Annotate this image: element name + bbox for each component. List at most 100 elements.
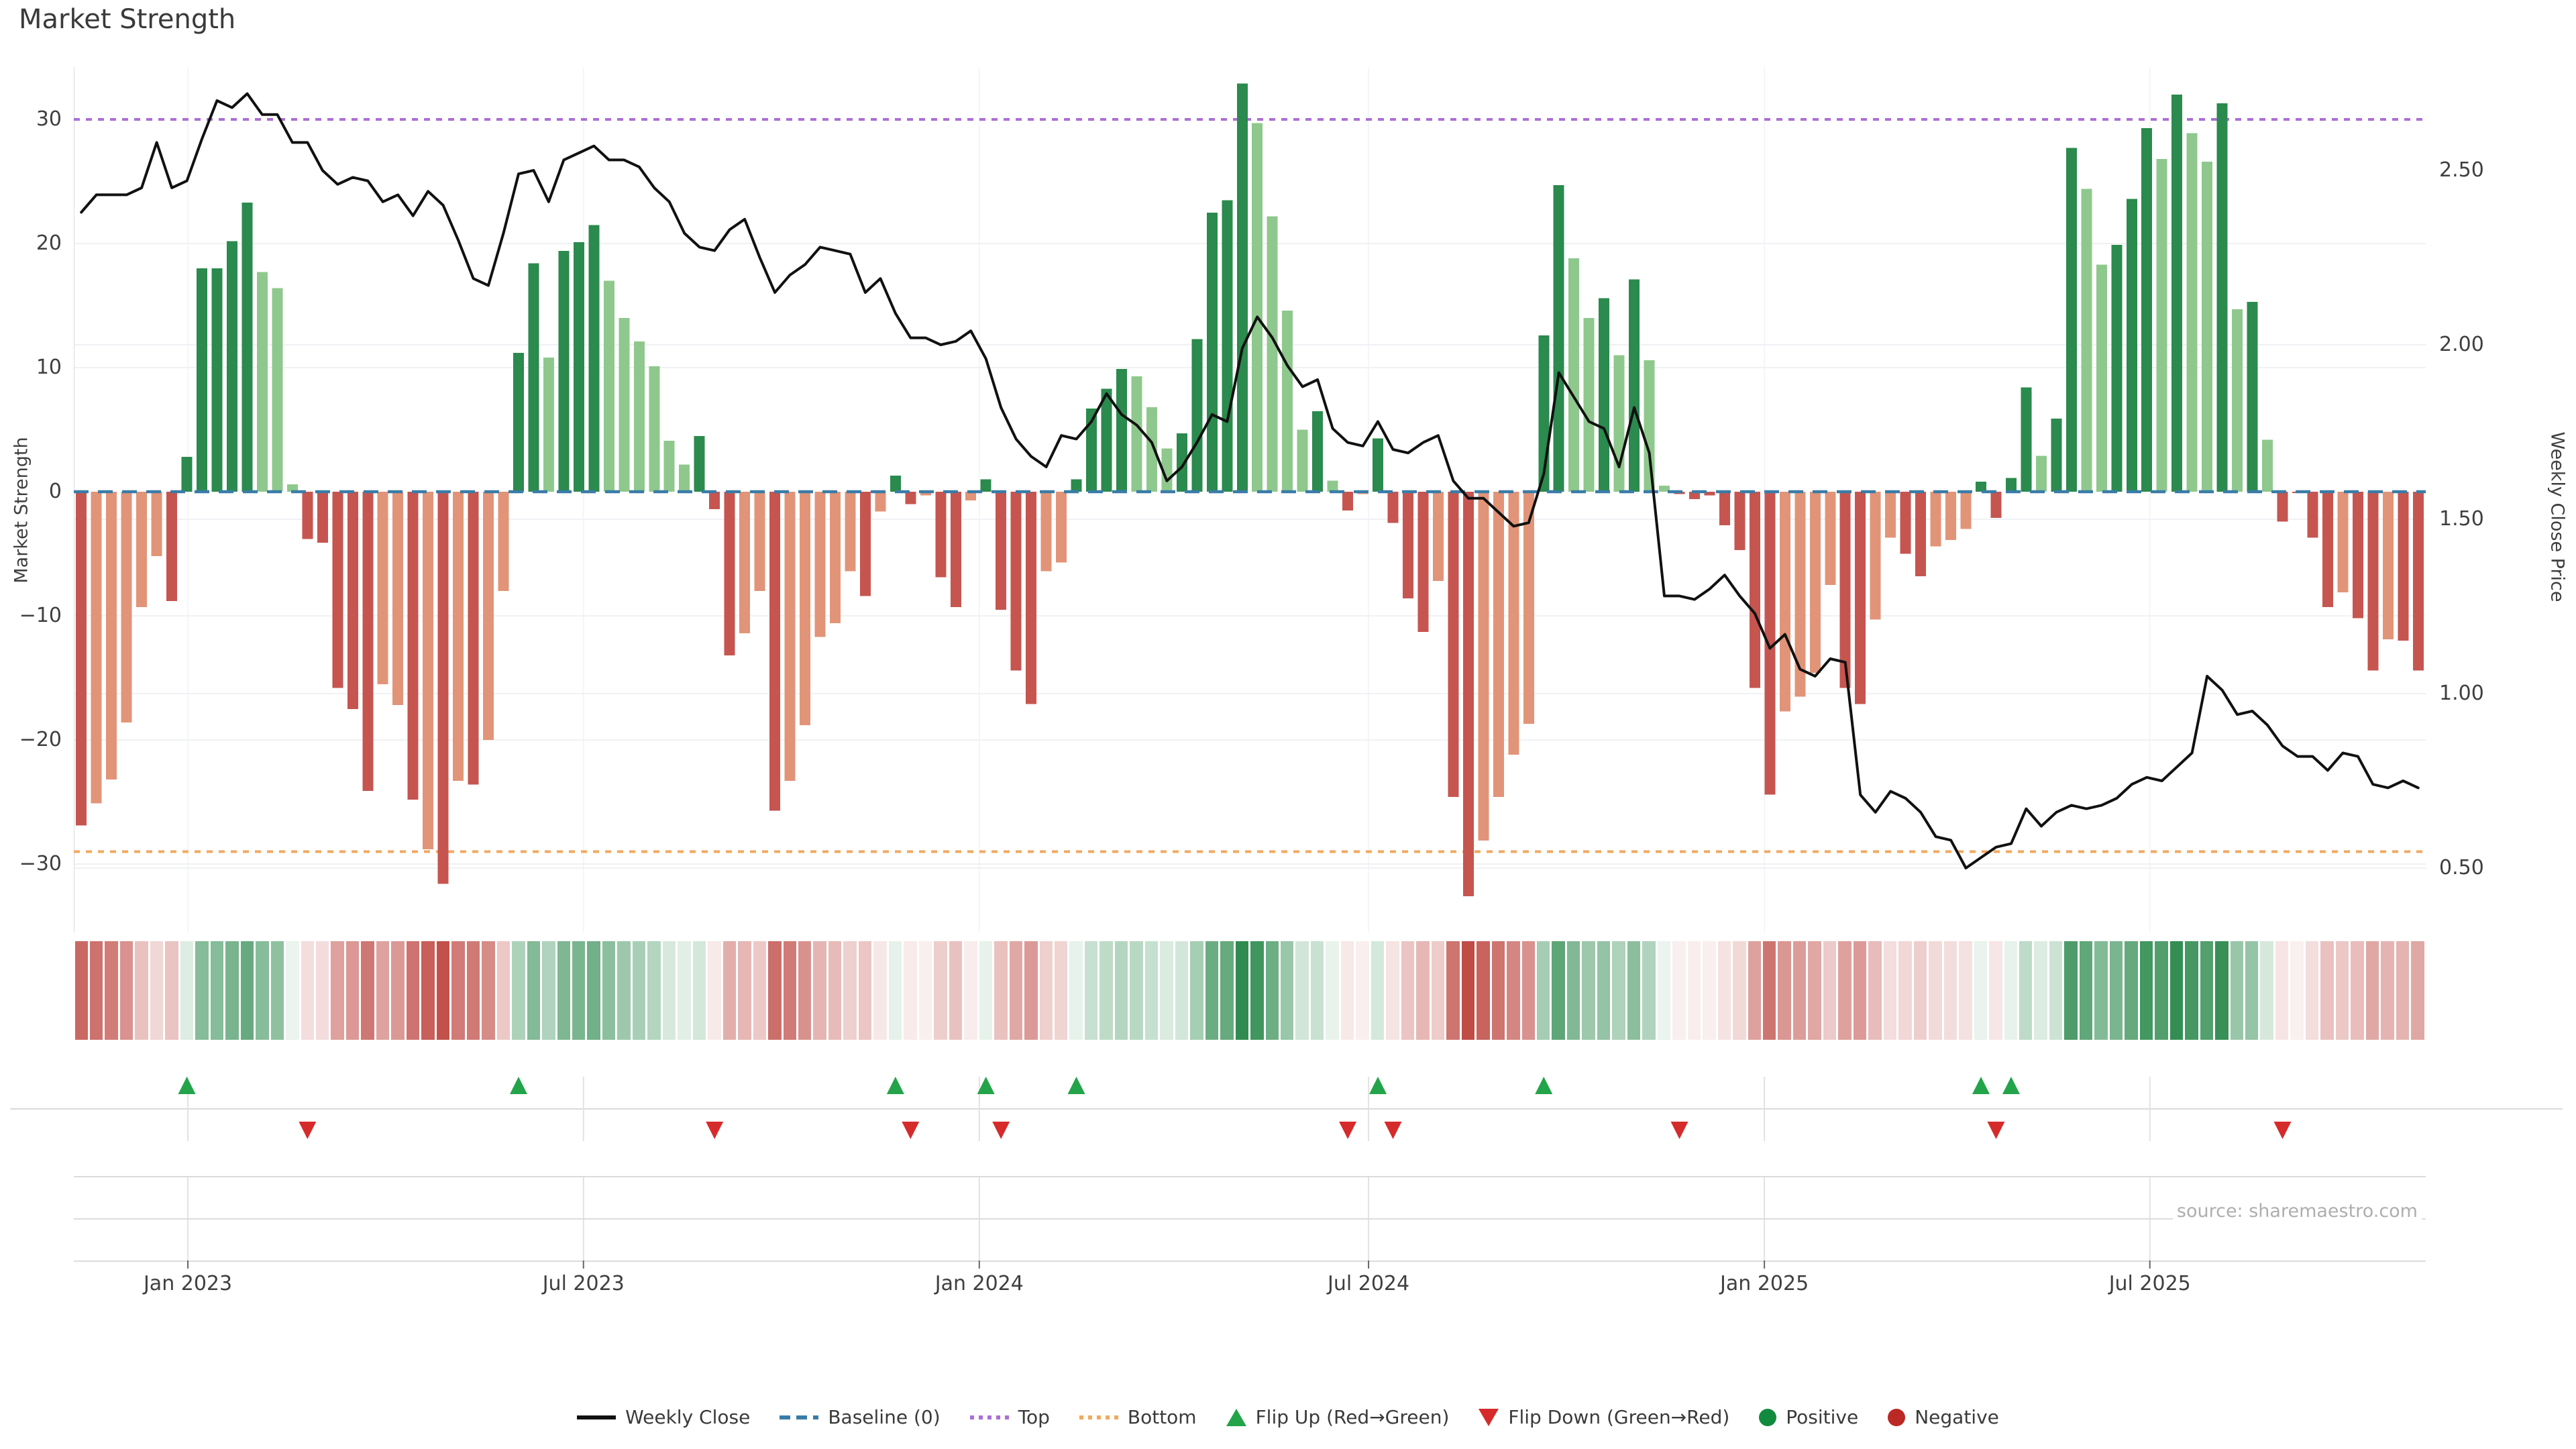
strength-bar	[724, 492, 735, 656]
heatmap-cell	[768, 941, 782, 1040]
strength-bar	[1206, 212, 1218, 492]
heatmap-cell	[1160, 941, 1173, 1040]
strength-bar	[784, 492, 796, 782]
strength-bar	[814, 492, 826, 637]
strength-bar	[1417, 492, 1429, 633]
strength-bar	[2337, 492, 2349, 592]
strength-bar	[1900, 492, 1911, 554]
heatmap-cell	[1039, 941, 1053, 1040]
heatmap-cell	[2365, 941, 2379, 1040]
strength-bar	[256, 272, 268, 492]
strength-bar	[166, 492, 178, 601]
flip-markers-panel	[74, 1073, 2426, 1144]
strength-bar	[106, 492, 117, 780]
heatmap-cell	[2335, 941, 2349, 1040]
left-axis-title: Market Strength	[11, 437, 32, 584]
strength-bar	[498, 492, 509, 591]
heatmap-cell	[496, 941, 511, 1040]
y-tick-label-right: 1.50	[2439, 507, 2484, 531]
y-tick-label-right: 2.00	[2439, 333, 2484, 356]
strength-bar	[2277, 492, 2288, 522]
legend-item-positive: Positive	[1759, 1406, 1858, 1428]
heatmap-cell	[1446, 941, 1460, 1040]
strength-bar	[935, 492, 947, 578]
strength-bar	[1373, 438, 1384, 492]
strength-bar	[1825, 492, 1836, 585]
heatmap-cell	[1672, 941, 1686, 1040]
strength-bar	[920, 492, 931, 496]
y-tick-label-left: −10	[19, 604, 62, 627]
heatmap-cell	[2155, 941, 2168, 1040]
heatmap-cell	[1913, 941, 1927, 1040]
flip-up-marker	[1067, 1077, 1085, 1094]
heatmap-cell	[1024, 941, 1038, 1040]
heatmap-cell	[512, 941, 525, 1040]
strength-bar	[1462, 492, 1474, 897]
heatmap-cell	[843, 941, 857, 1040]
heatmap-cell	[1838, 941, 1851, 1040]
strength-bar	[1252, 123, 1263, 492]
strength-bar	[1493, 492, 1504, 798]
heatmap-cell	[1778, 941, 1791, 1040]
heatmap-cell	[1521, 941, 1535, 1040]
heatmap-cell	[1491, 941, 1505, 1040]
strength-bar	[2398, 492, 2409, 641]
heatmap-cell	[1792, 941, 1807, 1040]
heatmap-cell	[2094, 941, 2108, 1040]
weekly-close-line-swatch	[577, 1415, 616, 1419]
heatmap-cell	[1250, 941, 1264, 1040]
heatmap-cell	[602, 941, 616, 1040]
heatmap-cell	[918, 941, 932, 1040]
strength-bar	[91, 492, 102, 804]
strength-bar	[362, 492, 374, 791]
strength-bar	[1839, 492, 1851, 688]
heatmap-cell	[1612, 941, 1625, 1040]
heatmap-cell	[2019, 941, 2033, 1040]
heatmap-cell	[225, 941, 239, 1040]
heatmap-cell	[708, 941, 721, 1040]
flip-down-marker	[902, 1122, 920, 1139]
strength-bar	[468, 492, 479, 785]
strength-bar	[1387, 492, 1399, 523]
strength-bar	[739, 492, 751, 633]
strength-bar	[1915, 492, 1927, 576]
heatmap-cell	[1356, 941, 1369, 1040]
flip-down-marker	[299, 1122, 317, 1139]
heatmap-cell	[1281, 941, 1294, 1040]
heatmap-cell	[2305, 941, 2319, 1040]
heatmap-strip	[74, 941, 2426, 1040]
heatmap-cell	[2411, 941, 2424, 1040]
legend-item-baseline: Baseline (0)	[780, 1406, 941, 1428]
strength-bar	[1222, 200, 1233, 492]
heatmap-cell	[1823, 941, 1837, 1040]
heatmap-cell	[361, 941, 374, 1040]
strength-bar	[2262, 439, 2273, 492]
heatmap-cell	[1340, 941, 1354, 1040]
baseline-swatch	[780, 1415, 819, 1419]
heatmap-cell	[904, 941, 917, 1040]
strength-bar	[483, 492, 494, 740]
strength-bar	[1583, 318, 1595, 492]
strength-bar	[2156, 159, 2167, 492]
strength-bar	[1448, 492, 1459, 798]
legend-label: Bottom	[1127, 1406, 1197, 1428]
heatmap-cell	[1431, 941, 1445, 1040]
strength-bar	[2065, 148, 2077, 492]
heatmap-cell	[1959, 941, 1972, 1040]
strength-bar	[1930, 492, 1941, 547]
heatmap-cell	[692, 941, 706, 1040]
strength-bar	[2126, 199, 2137, 492]
flip-up-marker	[509, 1077, 527, 1094]
heatmap-cell	[1220, 941, 1234, 1040]
main-chart	[73, 67, 2426, 932]
strength-bar	[694, 435, 705, 492]
heatmap-cell	[1627, 941, 1641, 1040]
strength-bar	[211, 268, 223, 492]
heatmap-cell	[1929, 941, 1942, 1040]
heatmap-cell	[1943, 941, 1957, 1040]
heatmap-cell	[632, 941, 646, 1040]
heatmap-cell	[1883, 941, 1897, 1040]
strength-bar	[272, 288, 283, 492]
strength-bar	[905, 492, 916, 504]
heatmap-cell	[2064, 941, 2078, 1040]
